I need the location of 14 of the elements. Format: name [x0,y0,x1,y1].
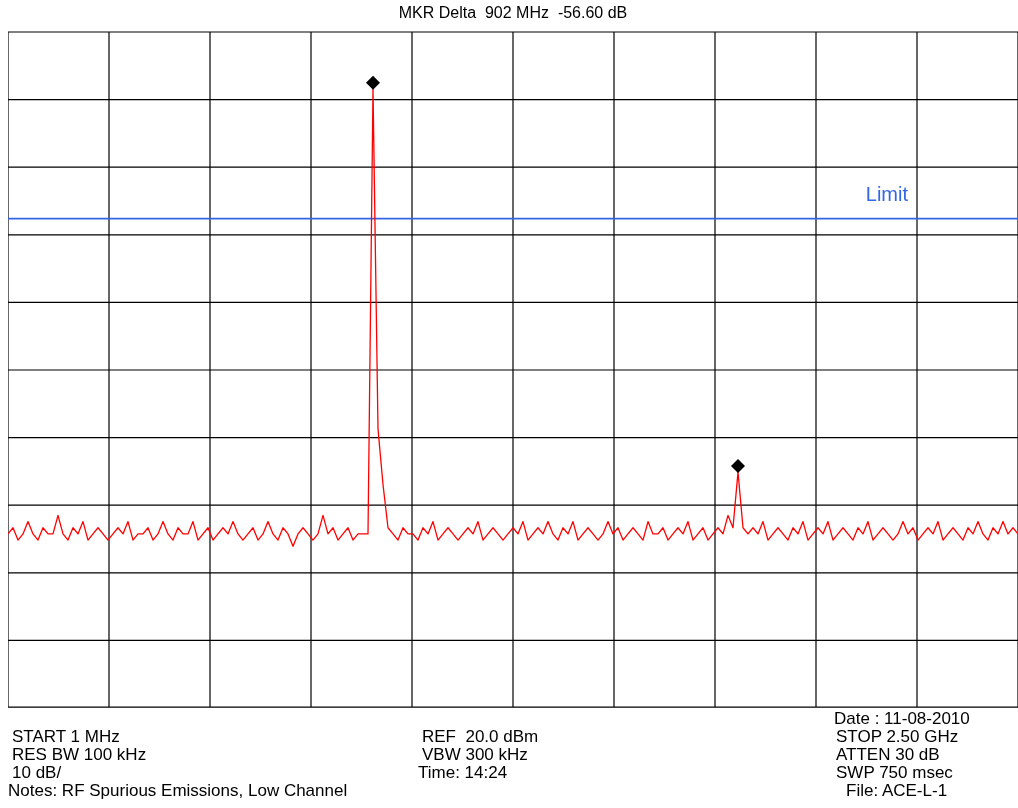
text: REF 20.0 dBm [422,727,539,746]
text: ATTEN 30 dB [836,745,940,764]
text: START 1 MHz [12,727,120,746]
text: Notes: RF Spurious Emissions, Low Channel [8,781,348,800]
text: 10 dB/ [12,763,62,782]
text: Date : 11-08-2010 [834,709,970,728]
text: VBW 300 kHz [422,745,528,764]
chart-title: MKR Delta 902 MHz -56.60 dB [397,4,629,22]
text: SWP 750 msec [836,763,953,782]
text: STOP 2.50 GHz [836,727,959,746]
text: RES BW 100 kHz [12,745,147,764]
text: File: ACE-L-1 [846,781,948,800]
ref-line-label: Limit [865,182,909,205]
text: Time: 14:24 [418,763,508,782]
